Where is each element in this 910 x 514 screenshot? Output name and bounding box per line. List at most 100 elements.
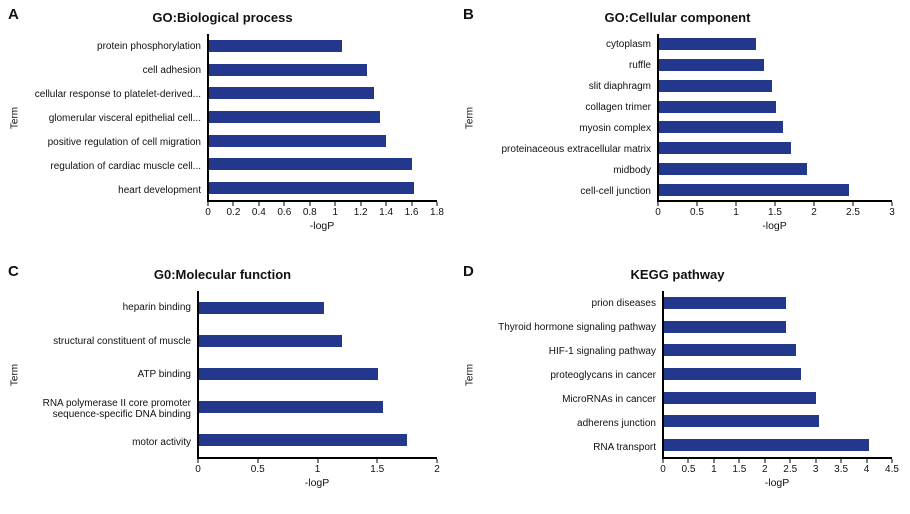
bar <box>659 79 772 92</box>
bar-row <box>664 291 892 315</box>
category-label: ATP binding <box>137 369 191 381</box>
bar <box>659 142 792 155</box>
category-labels: heparin binding structural constituent of… <box>22 291 197 459</box>
bar-row <box>664 315 892 339</box>
x-tick-label: 1.8 <box>430 207 444 218</box>
bar-row <box>209 81 437 105</box>
y-axis: Term <box>463 34 477 202</box>
bar-row <box>199 391 437 424</box>
panel-letter: A <box>8 6 19 23</box>
x-tick-label: 1 <box>711 464 717 475</box>
bar-row <box>659 34 892 55</box>
x-tick-label: 1.5 <box>732 464 747 475</box>
category-label: cytoplasm <box>605 39 651 50</box>
x-tick-label: 1 <box>733 207 739 218</box>
x-tick-label: 1.5 <box>768 207 782 218</box>
category-label: motor activity <box>132 436 191 448</box>
panel-letter: B <box>463 6 474 23</box>
bar <box>659 59 764 72</box>
x-tick-label: 0 <box>205 207 211 218</box>
plot-area: Term protein phosphorylation cell adhesio… <box>8 34 437 202</box>
bar <box>659 183 850 196</box>
bar <box>209 182 415 195</box>
chart-kegg-pathway: KEGG pathway Term prion diseases Thyroid … <box>463 267 899 491</box>
bar-row <box>199 424 437 457</box>
category-label: heart development <box>118 184 201 196</box>
bars-region <box>197 291 437 459</box>
bar <box>209 87 374 100</box>
bar <box>199 301 324 314</box>
x-tick-mark <box>774 202 776 206</box>
bar <box>659 100 776 113</box>
x-axis-label: -logP <box>304 477 330 489</box>
category-label: midbody <box>613 165 651 176</box>
chart-title: GO:Cellular component <box>604 10 751 25</box>
x-tick-label: 3 <box>812 464 819 475</box>
bar-row <box>209 129 437 153</box>
bar <box>664 320 786 333</box>
x-tick-label: 0.4 <box>251 207 266 218</box>
category-labels: cytoplasm ruffle slit diaphragm collagen tr… <box>477 34 657 202</box>
category-label: cellular response to platelet-derived... <box>34 88 201 100</box>
x-tick-label: 0.5 <box>681 464 696 475</box>
x-tick-mark <box>197 459 199 463</box>
x-tick-mark <box>385 202 387 206</box>
chart-biological-process: GO:Biological process Term protein phosp… <box>8 10 444 234</box>
x-axis-label: -logP <box>309 220 335 232</box>
y-axis-label: Term <box>9 363 21 387</box>
plot-area: Term cytoplasm ruffle slit diaphragm collag… <box>463 34 892 202</box>
x-axis-ticks: 0 0.5 1 1.5 2 <box>195 459 440 477</box>
x-tick-mark <box>232 202 234 206</box>
panel-biological-process: A GO:Biological process Term protein pho… <box>0 0 455 257</box>
x-tick-label: 0.2 <box>226 207 241 218</box>
category-label: proteoglycans in cancer <box>550 369 656 381</box>
category-label: glomerular visceral epithelial cell... <box>48 112 201 124</box>
bar <box>664 391 816 404</box>
x-tick-mark <box>840 459 842 463</box>
x-tick-mark <box>436 202 438 206</box>
x-tick-label: 0.5 <box>250 464 265 475</box>
panel-letter: C <box>8 263 19 280</box>
x-tick-label: 4.5 <box>885 464 899 475</box>
bar <box>659 38 757 51</box>
x-axis-label: -logP <box>764 477 790 489</box>
chart-title: KEGG pathway <box>630 267 725 282</box>
category-label: HIF-1 signaling pathway <box>548 345 656 357</box>
bar-row <box>199 357 437 390</box>
category-label: RNA polymerase II core promoter sequence… <box>42 397 191 420</box>
category-label: regulation of cardiac muscle cell... <box>50 160 201 172</box>
x-tick-label: 0 <box>660 464 666 475</box>
x-axis-ticks: 0 0.5 1 1.5 2 2.5 3 3.5 4 4.5 <box>660 459 899 477</box>
panel-cellular-component: B GO:Cellular component Term cytoplasm ru… <box>455 0 910 257</box>
category-label: protein phosphorylation <box>97 40 201 52</box>
category-label: Thyroid hormone signaling pathway <box>498 321 656 333</box>
x-tick-mark <box>360 202 362 206</box>
bar-row <box>659 159 892 180</box>
x-tick-mark <box>891 459 893 463</box>
x-tick-mark <box>207 202 209 206</box>
x-tick-label: 2.5 <box>846 207 860 218</box>
chart-molecular-function: G0:Molecular function Term heparin bindi… <box>8 267 440 491</box>
x-tick-mark <box>376 459 378 463</box>
bar <box>209 63 368 76</box>
bar <box>199 401 384 414</box>
x-tick-mark <box>283 202 285 206</box>
x-tick-label: 0.8 <box>302 207 317 218</box>
x-tick-label: 1 <box>332 207 338 218</box>
y-axis-label: Term <box>9 106 21 130</box>
plot-area: Term prion diseases Thyroid hormone signa… <box>463 291 892 459</box>
x-tick-label: 1.2 <box>353 207 368 218</box>
category-label: structural constituent of muscle <box>53 335 191 347</box>
bar <box>664 368 801 381</box>
bar <box>664 344 796 357</box>
x-tick-mark <box>713 459 715 463</box>
x-tick-mark <box>309 202 311 206</box>
x-tick-label: 1.4 <box>379 207 394 218</box>
bar <box>664 296 786 309</box>
bar-row <box>664 362 892 386</box>
y-axis-label: Term <box>464 363 476 387</box>
category-label: ruffle <box>628 60 651 71</box>
category-label: positive regulation of cell migration <box>47 136 201 148</box>
x-tick-mark <box>813 202 815 206</box>
bar <box>659 162 807 175</box>
